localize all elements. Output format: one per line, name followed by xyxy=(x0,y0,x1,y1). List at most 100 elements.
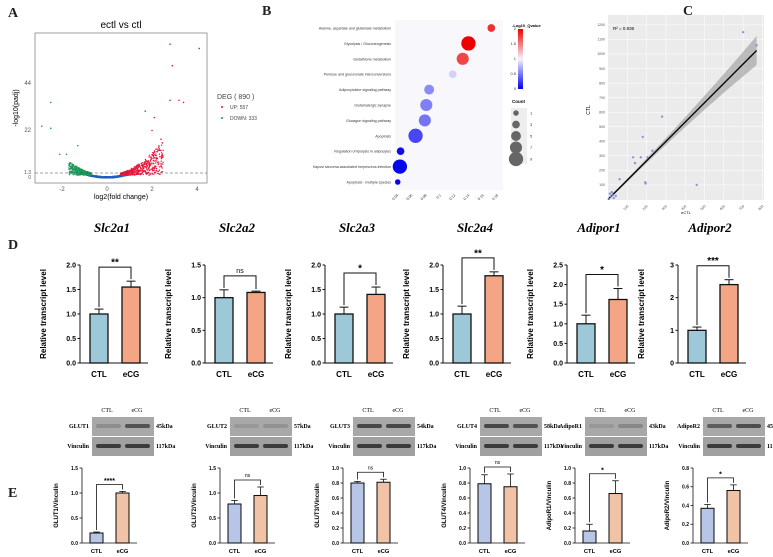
y-tick-label: 0.8 xyxy=(682,466,689,472)
panel-label-d: D xyxy=(8,238,19,253)
y-tick: 400 xyxy=(599,140,605,144)
volcano-point-down xyxy=(77,168,79,170)
protein-label: GLUT4 xyxy=(457,424,477,430)
scatter-point xyxy=(607,197,611,200)
volcano-plot: ectl vs ctl 44 22 1.3 0 -2 0 2 4 log2(fo… xyxy=(13,20,257,201)
kda-label: 58kDa xyxy=(544,424,561,430)
volcano-point-up xyxy=(124,170,126,173)
x-category-label: eCG xyxy=(117,549,129,555)
bar-ctl xyxy=(477,483,492,544)
bar-ecg xyxy=(503,486,518,544)
significance-label: ns xyxy=(245,473,251,479)
bar-ecg xyxy=(115,492,130,544)
y-tick: 600 xyxy=(599,110,605,114)
significance-bracket xyxy=(461,257,495,305)
volcano-point-up xyxy=(139,167,142,169)
volcano-point-down xyxy=(73,168,75,171)
volcano-point-up xyxy=(137,164,139,166)
bar-ctl xyxy=(89,313,109,364)
scatter-point xyxy=(639,156,643,159)
qpcr-chart-slc2a4: Slc2a4 0.0 0.5 1.0 1.5 2.0 Relative transcript… xyxy=(402,220,511,379)
significance-bracket xyxy=(234,479,261,499)
volcano-point-down xyxy=(74,166,76,168)
dot-plot-area xyxy=(395,20,503,190)
size-legend-label: 9 xyxy=(530,157,533,162)
x-category-label: eCG xyxy=(378,549,390,555)
pathway-dot xyxy=(487,24,496,32)
pathway-dot xyxy=(448,70,457,79)
x-category-label: eCG xyxy=(610,549,622,555)
kda-label: 117kDa xyxy=(417,444,436,450)
pathway-label: Regulation of lipolysis in adipocytes xyxy=(334,150,391,154)
y-axis-label: CTL xyxy=(586,105,592,115)
protein-band xyxy=(589,424,614,428)
qpcr-chart-slc2a3: Slc2a3 0.0 0.5 1.0 1.5 2.0 Relative transcript… xyxy=(284,220,393,379)
scatter-point xyxy=(611,193,615,197)
volcano-point-up xyxy=(157,150,159,152)
y-tick-label: 1.0 xyxy=(459,466,466,472)
bar-ecg xyxy=(719,283,739,364)
vinculin-band xyxy=(736,444,761,448)
kda-label: 117kDa xyxy=(156,444,175,450)
gene-title: Slc2a2 xyxy=(219,220,256,235)
volcano-point-down xyxy=(76,167,79,169)
protein-band xyxy=(263,424,288,428)
bar-ecg xyxy=(608,298,628,364)
x-tick: 0.06 xyxy=(406,193,414,201)
kda-label: 117kDa xyxy=(544,444,563,450)
volcano-point-down xyxy=(72,164,74,166)
x-category-label: eCG xyxy=(486,370,503,379)
volcano-point-down xyxy=(70,166,72,168)
lane-label-ctl: CTL xyxy=(101,408,113,414)
volcano-point-up xyxy=(145,163,147,165)
volcano-point-up xyxy=(151,168,153,170)
volcano-point-up xyxy=(162,163,164,165)
pathway-dot xyxy=(392,159,408,174)
volcano-point-up xyxy=(155,158,158,160)
blot-loading xyxy=(92,437,154,456)
y-tick-label: 0.8 xyxy=(332,481,339,487)
bar-ctl xyxy=(89,532,104,544)
volcano-point-up xyxy=(161,142,164,144)
scatter-point xyxy=(631,156,635,159)
volcano-point-up xyxy=(150,173,152,175)
y-tick-label: 1.0 xyxy=(209,491,216,497)
pathway-label: Adipocytokine signaling pathway xyxy=(339,88,391,92)
volcano-point-up xyxy=(143,165,146,168)
volcano-point-up xyxy=(154,153,157,155)
y-tick-label: 1.5 xyxy=(66,287,76,294)
volcano-point-up xyxy=(130,168,133,170)
pathway-label: Alanine, aspartate and glutamate metabol… xyxy=(319,27,391,31)
vinculin-band xyxy=(513,444,538,448)
volcano-point-up xyxy=(140,162,142,165)
volcano-point-down xyxy=(76,171,79,173)
protein-band xyxy=(513,424,538,428)
volcano-point-up xyxy=(147,161,149,164)
protein-label: GLUT2 xyxy=(207,424,227,430)
volcano-point-up xyxy=(162,149,164,152)
significance-bracket xyxy=(589,473,616,523)
x-category-label: eCG xyxy=(255,549,267,555)
volcano-point-up xyxy=(136,171,139,173)
confidence-band xyxy=(608,35,757,200)
x-tick: 2 xyxy=(150,187,154,193)
y-axis-label: Relative transcript level xyxy=(637,269,646,359)
pathway-dot xyxy=(461,36,476,51)
volcano-point-up xyxy=(134,171,136,173)
volcano-point-up xyxy=(154,157,156,159)
bar-ecg xyxy=(608,492,623,544)
size-legend-label: 1 xyxy=(530,111,533,116)
volcano-point-down xyxy=(68,163,70,166)
significance-label: ** xyxy=(111,258,119,269)
y-tick-label: 0.0 xyxy=(553,360,563,367)
qpcr-chart-adipor1: Adipor1 0.0 0.5 1.0 1.5 2.0 2.5 Relative transc… xyxy=(526,220,635,379)
x-tick: 300 xyxy=(661,204,668,211)
volcano-point-up xyxy=(153,173,155,175)
volcano-point-up xyxy=(147,171,150,174)
x-tick: 600 xyxy=(719,204,726,211)
y-tick-label: 0 xyxy=(670,360,674,367)
x-category-label: CTL xyxy=(91,370,107,379)
y-tick-label: 1.5 xyxy=(429,287,439,294)
lane-label-ctl: CTL xyxy=(489,408,501,414)
x-category-label: CTL xyxy=(584,549,596,555)
